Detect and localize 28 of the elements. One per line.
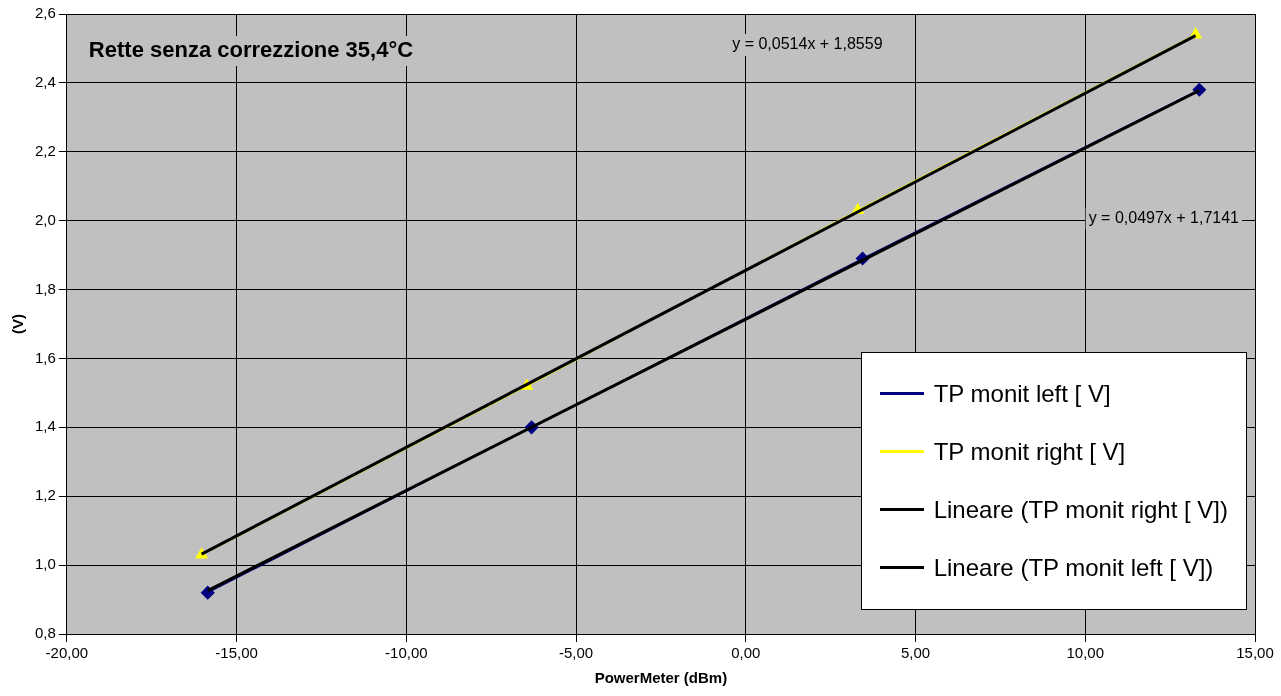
y-tick-label: 1,6 xyxy=(34,348,56,366)
text: Rette senza correzzione 35,4°C xyxy=(88,37,414,63)
y-tick-label: 2,0 xyxy=(34,210,56,228)
annotation: y = 0,0497x + 1,7141 xyxy=(1088,209,1240,227)
x-tick-label: -20,00 xyxy=(45,644,89,662)
legend-label: TP monit right [ V] xyxy=(933,437,1126,466)
x-tick-label: 0,00 xyxy=(731,644,761,662)
y-tick-label: 1,4 xyxy=(34,417,56,435)
x-tick-label: -10,00 xyxy=(385,644,428,662)
x-tick-label: 5,00 xyxy=(900,644,931,662)
point xyxy=(200,585,215,600)
y-tick-label: 0,8 xyxy=(34,624,56,642)
x-tick-label: -5,00 xyxy=(558,644,594,662)
y-tick-label: 1,8 xyxy=(34,279,56,297)
legend-label: Lineare (TP monit left [ V]) xyxy=(933,553,1214,582)
y-tick-label: 2,6 xyxy=(34,4,56,22)
y-axis-title: (V) xyxy=(9,314,27,334)
x-tick-label: -15,00 xyxy=(215,644,258,662)
x-axis-title: PowerMeter (dBm) xyxy=(594,669,728,687)
x-tick-label: 10,00 xyxy=(1066,644,1105,662)
y-tick-label: 1,2 xyxy=(34,486,56,504)
legend-label: Lineare (TP monit right [ V]) xyxy=(933,495,1228,524)
x-tick-label: 15,00 xyxy=(1236,644,1274,662)
y-tick-label: 2,2 xyxy=(34,141,56,159)
y-tick-label: 2,4 xyxy=(34,73,56,91)
y-tick-label: 1,0 xyxy=(34,555,56,573)
legend-label: TP monit left [ V] xyxy=(933,379,1111,408)
annotation: y = 0,0514x + 1,8559 xyxy=(732,35,883,53)
